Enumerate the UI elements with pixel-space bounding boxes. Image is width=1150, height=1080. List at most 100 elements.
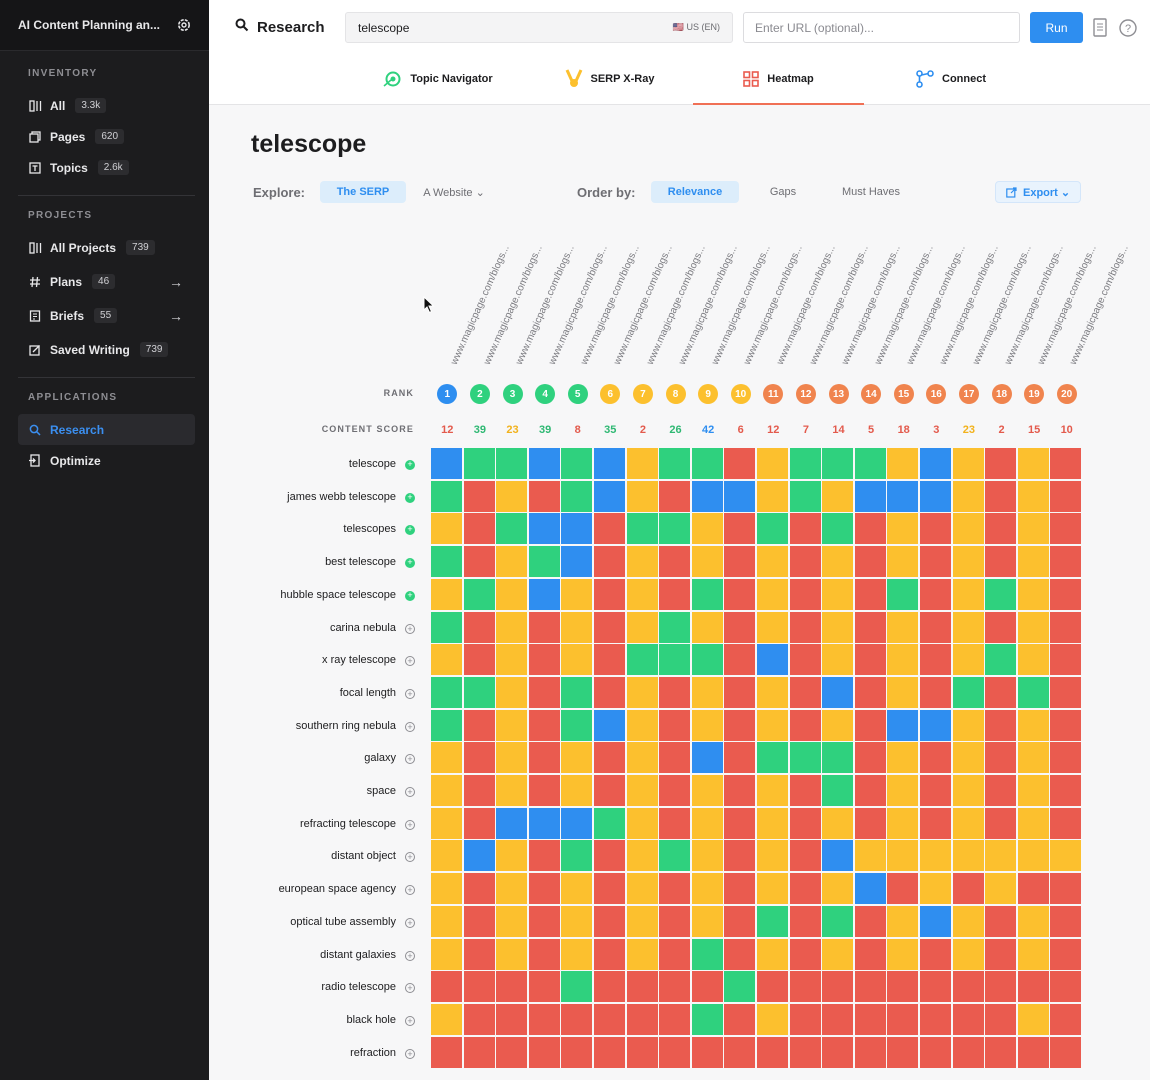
heatmap-cell[interactable] xyxy=(496,480,528,512)
heatmap-cell[interactable] xyxy=(463,1003,495,1035)
heatmap-cell[interactable] xyxy=(985,448,1017,480)
add-keyword-icon[interactable]: + xyxy=(405,525,415,536)
heatmap-cell[interactable] xyxy=(952,611,984,643)
heatmap-cell[interactable] xyxy=(887,775,919,807)
heatmap-cell[interactable] xyxy=(920,1036,951,1068)
heatmap-cell[interactable] xyxy=(789,905,821,937)
heatmap-cell[interactable] xyxy=(952,807,984,839)
locale-selector[interactable]: 🇺🇸 US (EN) xyxy=(672,22,720,32)
heatmap-cell[interactable] xyxy=(1050,905,1082,937)
heatmap-cell[interactable] xyxy=(626,546,658,578)
explore-website-dropdown[interactable]: A Website ⌄ xyxy=(423,186,485,199)
heatmap-cell[interactable] xyxy=(561,611,593,643)
heatmap-cell[interactable] xyxy=(528,480,560,512)
heatmap-cell[interactable] xyxy=(594,905,625,937)
help-icon[interactable]: ? xyxy=(1118,18,1137,38)
heatmap-cell[interactable] xyxy=(757,905,788,937)
heatmap-cell[interactable] xyxy=(659,840,691,872)
heatmap-cell[interactable] xyxy=(691,709,723,741)
sidebar-item-research[interactable]: Research xyxy=(18,414,195,445)
heatmap-cell[interactable] xyxy=(691,971,723,1003)
heatmap-cell[interactable] xyxy=(952,742,984,774)
heatmap-cell[interactable] xyxy=(659,873,691,905)
heatmap-cell[interactable] xyxy=(528,578,560,610)
heatmap-cell[interactable] xyxy=(561,938,593,970)
heatmap-cell[interactable] xyxy=(431,448,462,480)
heatmap-cell[interactable] xyxy=(724,676,756,708)
heatmap-cell[interactable] xyxy=(724,1036,756,1068)
heatmap-cell[interactable] xyxy=(854,1003,886,1035)
heatmap-cell[interactable] xyxy=(887,709,919,741)
heatmap-cell[interactable] xyxy=(724,480,756,512)
add-keyword-icon[interactable]: + xyxy=(405,492,415,503)
heatmap-cell[interactable] xyxy=(854,448,886,480)
heatmap-cell[interactable] xyxy=(594,644,625,676)
heatmap-cell[interactable] xyxy=(691,611,723,643)
heatmap-cell[interactable] xyxy=(1017,480,1049,512)
heatmap-cell[interactable] xyxy=(757,742,788,774)
heatmap-cell[interactable] xyxy=(594,480,625,512)
heatmap-cell[interactable] xyxy=(626,513,658,545)
heatmap-cell[interactable] xyxy=(1050,1036,1082,1068)
heatmap-cell[interactable] xyxy=(822,611,854,643)
run-button[interactable]: Run xyxy=(1030,12,1083,43)
heatmap-cell[interactable] xyxy=(561,448,593,480)
heatmap-cell[interactable] xyxy=(431,480,462,512)
heatmap-cell[interactable] xyxy=(528,709,560,741)
arrow-right-icon[interactable]: → xyxy=(169,307,183,324)
heatmap-cell[interactable] xyxy=(659,578,691,610)
heatmap-cell[interactable] xyxy=(1017,873,1049,905)
heatmap-cell[interactable] xyxy=(594,775,625,807)
heatmap-cell[interactable] xyxy=(496,676,528,708)
heatmap-cell[interactable] xyxy=(854,480,886,512)
heatmap-cell[interactable] xyxy=(757,546,788,578)
heatmap-cell[interactable] xyxy=(626,840,658,872)
heatmap-cell[interactable] xyxy=(1050,709,1082,741)
add-keyword-icon[interactable]: + xyxy=(405,819,415,830)
heatmap-cell[interactable] xyxy=(757,1003,788,1035)
heatmap-cell[interactable] xyxy=(985,807,1017,839)
result-url-label[interactable]: www.magicpage.com/blogs... xyxy=(449,243,512,367)
heatmap-cell[interactable] xyxy=(431,676,462,708)
sidebar-item-optimize[interactable]: Optimize xyxy=(18,445,195,476)
heatmap-cell[interactable] xyxy=(724,807,756,839)
heatmap-cell[interactable] xyxy=(594,709,625,741)
add-keyword-icon[interactable]: + xyxy=(405,983,415,994)
heatmap-cell[interactable] xyxy=(561,873,593,905)
heatmap-cell[interactable] xyxy=(757,578,788,610)
heatmap-cell[interactable] xyxy=(822,971,854,1003)
heatmap-cell[interactable] xyxy=(659,611,691,643)
heatmap-cell[interactable] xyxy=(626,709,658,741)
heatmap-cell[interactable] xyxy=(822,840,854,872)
heatmap-cell[interactable] xyxy=(952,971,984,1003)
heatmap-cell[interactable] xyxy=(561,1036,593,1068)
order-must-haves-chip[interactable]: Must Haves xyxy=(841,186,901,198)
result-url-label[interactable]: www.magicpage.com/blogs... xyxy=(905,243,969,367)
heatmap-cell[interactable] xyxy=(985,840,1017,872)
heatmap-cell[interactable] xyxy=(887,807,919,839)
heatmap-cell[interactable] xyxy=(822,709,854,741)
result-url-label[interactable]: www.magicpage.com/blogs... xyxy=(775,243,838,367)
heatmap-cell[interactable] xyxy=(691,1036,723,1068)
heatmap-cell[interactable] xyxy=(887,840,919,872)
search-value[interactable]: telescope xyxy=(358,20,410,35)
heatmap-cell[interactable] xyxy=(463,840,495,872)
heatmap-cell[interactable] xyxy=(431,546,462,578)
heatmap-cell[interactable] xyxy=(952,873,984,905)
heatmap-cell[interactable] xyxy=(854,513,886,545)
heatmap-cell[interactable] xyxy=(659,742,691,774)
heatmap-cell[interactable] xyxy=(854,807,886,839)
heatmap-cell[interactable] xyxy=(1017,709,1049,741)
heatmap-cell[interactable] xyxy=(854,676,886,708)
heatmap-cell[interactable] xyxy=(757,513,788,545)
heatmap-cell[interactable] xyxy=(561,742,593,774)
heatmap-cell[interactable] xyxy=(920,480,951,512)
heatmap-cell[interactable] xyxy=(528,905,560,937)
heatmap-cell[interactable] xyxy=(920,775,951,807)
heatmap-cell[interactable] xyxy=(789,480,821,512)
heatmap-cell[interactable] xyxy=(659,905,691,937)
heatmap-cell[interactable] xyxy=(887,480,919,512)
heatmap-cell[interactable] xyxy=(528,513,560,545)
heatmap-cell[interactable] xyxy=(659,709,691,741)
heatmap-cell[interactable] xyxy=(757,938,788,970)
